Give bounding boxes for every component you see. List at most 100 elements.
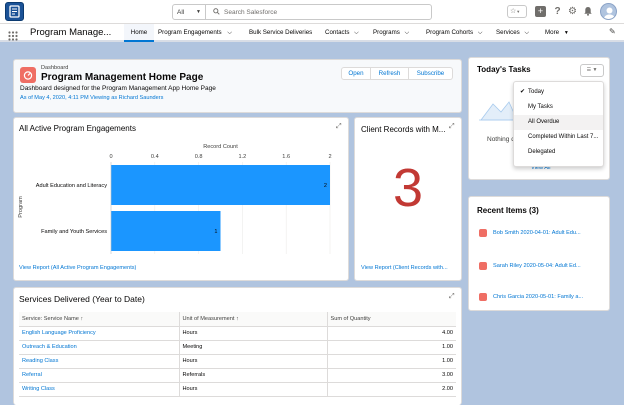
global-actions-icon[interactable]: + (535, 6, 546, 17)
table-row: Referral Referrals 3.00 (19, 368, 456, 383)
app-logo-icon[interactable] (5, 2, 24, 21)
table-row: Writing Class Hours 2.00 (19, 382, 456, 397)
menu-item-today[interactable]: ✔ Today (514, 85, 603, 100)
recent-items-title: Recent Items (3) (477, 206, 539, 215)
unit-cell: Meeting (178, 340, 327, 355)
app-nav-bar: Program Manage... Home Program Engagemen… (0, 24, 624, 42)
menu-item-my-tasks[interactable]: My Tasks (514, 100, 603, 115)
client-records-view-report-link[interactable]: View Report (Client Records with... (361, 265, 448, 271)
favorites-button[interactable]: ☆▼ (507, 5, 527, 18)
expand-icon[interactable]: ⤢ (449, 123, 455, 130)
x-tick-label: 0.8 (195, 154, 203, 160)
category-label: Family and Youth Services (41, 229, 107, 235)
client-records-card-title: Client Records with M... (361, 125, 446, 134)
task-filter-dropdown: ✔ Today My Tasks All Overdue Completed Wi… (513, 81, 604, 167)
empty-tasks-illustration (479, 94, 519, 124)
service-name-link[interactable]: Reading Class (19, 354, 179, 369)
help-icon[interactable]: ? (554, 6, 561, 17)
table-row: English Language Proficiency Hours 4.00 (19, 326, 456, 341)
expand-icon[interactable]: ⤢ (336, 123, 342, 130)
x-tick-label: 2 (328, 154, 331, 160)
task-filter-button[interactable]: ☰ ▼ (580, 64, 604, 77)
chevron-down-icon[interactable]: ⌵ (524, 29, 530, 36)
engagements-view-report-link[interactable]: View Report (All Active Program Engageme… (19, 265, 137, 271)
tab-contacts[interactable]: Contacts ⌵ (325, 24, 359, 42)
service-name-link[interactable]: Outreach & Education (19, 340, 179, 355)
search-scope-select[interactable]: All ▼ (173, 5, 206, 19)
services-table: Service: Service Name ↑ Unit of Measurem… (19, 312, 456, 397)
y-axis-title: Program (18, 196, 24, 218)
quantity-cell: 2.00 (326, 382, 456, 397)
quantity-cell: 1.00 (326, 340, 456, 355)
tab-label: Services (496, 29, 520, 36)
service-name-link[interactable]: Writing Class (19, 382, 179, 397)
table-row: Reading Class Hours 1.00 (19, 354, 456, 369)
menu-item-label: Today (528, 89, 545, 95)
chevron-down-icon[interactable]: ⌵ (227, 29, 233, 36)
app-launcher-icon[interactable] (8, 28, 18, 41)
open-button[interactable]: Open (341, 67, 371, 80)
notifications-bell-icon[interactable] (582, 6, 593, 17)
recent-item[interactable]: Bob Smith 2020-04-01: Adult Edu... (479, 229, 581, 237)
unit-cell: Hours (178, 326, 327, 341)
setup-gear-icon[interactable]: ⚙ (568, 6, 577, 17)
chevron-down-icon[interactable]: ⌵ (404, 29, 410, 36)
tab-home[interactable]: Home (124, 24, 154, 42)
menu-item-label: Delegated (528, 149, 556, 155)
refresh-button[interactable]: Refresh (371, 67, 409, 80)
recent-item[interactable]: Sarah Riley 2020-05-04: Adult Ed... (479, 262, 581, 270)
global-search[interactable]: All ▼ Search Salesforce (172, 4, 432, 20)
engagements-bar-chart: Record Count 0 0.4 0.8 1.2 1.6 2 Program Adult E… (18, 144, 332, 254)
program-engagement-icon (479, 262, 487, 270)
column-header-service-name[interactable]: Service: Service Name ↑ (19, 312, 179, 327)
tab-services[interactable]: Services ⌵ (496, 24, 529, 42)
tasks-view-all-link[interactable]: View All (531, 165, 551, 171)
filter-list-icon: ☰ (586, 67, 592, 73)
tab-program-engagements[interactable]: Program Engagements ⌵ (158, 24, 232, 42)
menu-item-label: Completed Within Last 7... (528, 134, 599, 140)
x-tick-label: 1.2 (239, 154, 247, 160)
dashboard-as-of: As of May 4, 2020, 4:11 PM Viewing as Ri… (20, 95, 164, 101)
menu-item-delegated[interactable]: Delegated (514, 145, 603, 160)
dashboard-title: Program Management Home Page (41, 72, 204, 83)
menu-item-completed-last-7[interactable]: Completed Within Last 7... (514, 130, 603, 145)
data-label: 1 (214, 229, 217, 235)
bar (111, 211, 221, 251)
chevron-down-icon[interactable]: ⌵ (354, 29, 359, 36)
dashboard-description: Dashboard designed for the Program Manag… (20, 85, 216, 92)
expand-icon[interactable]: ⤢ (449, 293, 455, 300)
search-input[interactable]: Search Salesforce (224, 8, 278, 16)
x-tick-label: 1.6 (282, 154, 290, 160)
recent-item-link[interactable]: Sarah Riley 2020-05-04: Adult Ed... (493, 263, 581, 269)
chevron-down-icon: ▼ (563, 30, 569, 36)
x-tick-label: 0.4 (151, 154, 159, 160)
menu-item-all-overdue[interactable]: All Overdue (514, 115, 603, 130)
chevron-down-icon: ▼ (196, 9, 201, 15)
bar (111, 165, 330, 205)
service-name-link[interactable]: Referral (19, 368, 179, 383)
recent-item-link[interactable]: Chris Garcia 2020-05-01: Family a... (493, 294, 584, 300)
tab-program-cohorts[interactable]: Program Cohorts ⌵ (426, 24, 483, 42)
recent-item[interactable]: Chris Garcia 2020-05-01: Family a... (479, 293, 583, 301)
edit-nav-pencil-icon[interactable]: ✎ (609, 27, 616, 36)
quantity-cell: 1.00 (326, 354, 456, 369)
service-name-link[interactable]: English Language Proficiency (19, 326, 179, 341)
tab-programs[interactable]: Programs ⌵ (373, 24, 409, 42)
chevron-down-icon: ▼ (592, 67, 598, 73)
column-header-unit[interactable]: Unit of Measurement ↑ (178, 312, 327, 327)
recent-item-link[interactable]: Bob Smith 2020-04-01: Adult Edu... (493, 230, 581, 236)
tab-label: Bulk Service Deliveries (249, 29, 313, 36)
dashboard-button-group: Open Refresh Subscribe (341, 67, 453, 80)
tasks-empty-text: Nothing d (487, 136, 515, 143)
chevron-down-icon[interactable]: ⌵ (477, 29, 483, 36)
user-avatar[interactable] (600, 3, 617, 20)
tasks-card-title: Today's Tasks (477, 65, 531, 74)
tab-bulk-service-deliveries[interactable]: Bulk Service Deliveries (249, 24, 312, 42)
column-header-sum-quantity[interactable]: Sum of Quantity (326, 312, 456, 327)
tab-more[interactable]: More ▼ (545, 24, 569, 42)
search-scope-value: All (177, 8, 185, 16)
search-icon (213, 7, 220, 17)
unit-cell: Referrals (178, 368, 327, 383)
category-label: Adult Education and Literacy (36, 183, 107, 189)
subscribe-button[interactable]: Subscribe (409, 67, 453, 80)
